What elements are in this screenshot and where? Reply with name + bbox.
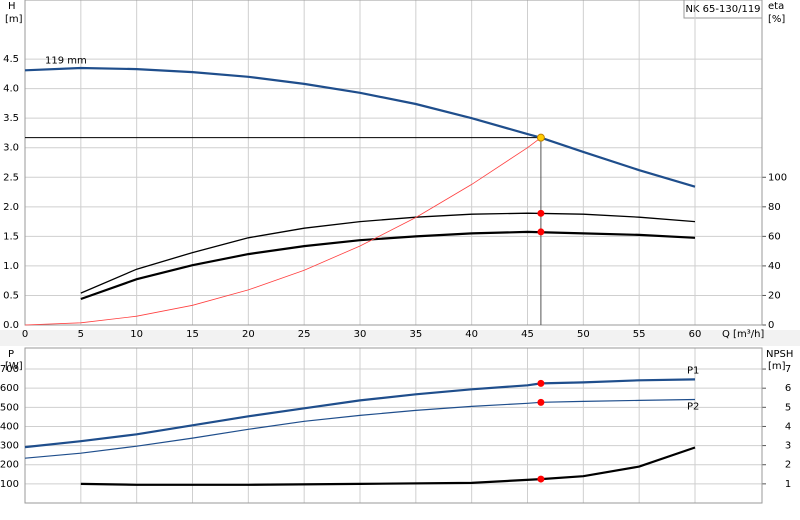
y-tick-label: 1.5 [3,231,19,242]
duty-point [537,398,545,406]
y2-tick-label: 60 [768,231,781,242]
x-tick-label: 60 [689,329,702,340]
y-tick-label: 700 [0,364,19,375]
y2-tick-label: 80 [768,202,781,213]
x-tick-label: 25 [298,329,311,340]
duty-point [537,475,545,483]
x-tick-label: 50 [577,329,590,340]
x-tick-label: 20 [242,329,255,340]
y-tick-label: 4.0 [3,84,19,95]
x-tick-label: 55 [633,329,646,340]
plot-frame [24,0,763,326]
x-tick-label: 45 [521,329,534,340]
panel-separator [0,330,800,346]
y-tick-label: 600 [0,383,19,394]
y2-tick-label: 0 [768,320,774,331]
y-tick-label: 200 [0,460,19,471]
y2-axis-unit: [%] [768,14,785,25]
series-line [80,212,696,294]
y2-tick-label: 2 [785,460,791,471]
y2-tick-label: 4 [785,421,791,432]
y-tick-label: 500 [0,402,19,413]
x-tick-label: 15 [186,329,199,340]
duty-point [537,209,545,217]
y2-tick-label: 20 [768,290,781,301]
series-label: P2 [687,401,699,412]
y-axis-unit: [m] [5,14,23,25]
y-axis-title: H [8,1,16,12]
duty-point [537,228,545,236]
y-tick-label: 0.0 [3,320,19,331]
series-line [24,137,542,326]
y2-tick-label: 100 [768,172,787,183]
x-tick-label: 10 [130,329,143,340]
y2-tick-label: 1 [785,479,791,490]
y2-axis-unit: [m] [768,361,786,372]
y-axis-title: P [8,349,14,360]
y-tick-label: 1.0 [3,261,19,272]
y-tick-label: 300 [0,441,19,452]
y-tick-label: 3.5 [3,113,19,124]
series-line [24,66,696,188]
y2-tick-label: 3 [785,441,791,452]
series-line [80,230,696,301]
series-line [24,398,696,459]
series-line [80,446,696,486]
x-tick-label: 0 [22,329,28,340]
y-tick-label: 2.5 [3,172,19,183]
y-tick-label: 100 [0,479,19,490]
x-axis-title: Q [m³/h] [722,329,764,340]
plot-frame [24,347,763,504]
duty-point [537,379,545,387]
series-line [24,378,696,449]
duty-point [536,133,545,142]
chart-title: NK 65-130/119 [685,4,760,15]
x-tick-label: 5 [78,329,84,340]
y2-axis-title: NPSH [766,349,793,360]
y2-axis-title: eta [768,1,784,12]
y2-tick-label: 6 [785,383,791,394]
y2-tick-label: 5 [785,402,791,413]
y2-tick-label: 40 [768,261,781,272]
series-label: P1 [687,365,699,376]
x-tick-label: 40 [465,329,478,340]
y-tick-label: 400 [0,421,19,432]
y-tick-label: 2.0 [3,202,19,213]
y-tick-label: 3.0 [3,143,19,154]
y-axis-unit: [W] [5,361,23,372]
series-label: 119 mm [45,55,87,66]
y-tick-label: 0.5 [3,290,19,301]
y2-tick-label: 7 [785,364,791,375]
x-tick-label: 30 [354,329,367,340]
y-tick-label: 4.5 [3,54,19,65]
x-tick-label: 35 [409,329,422,340]
